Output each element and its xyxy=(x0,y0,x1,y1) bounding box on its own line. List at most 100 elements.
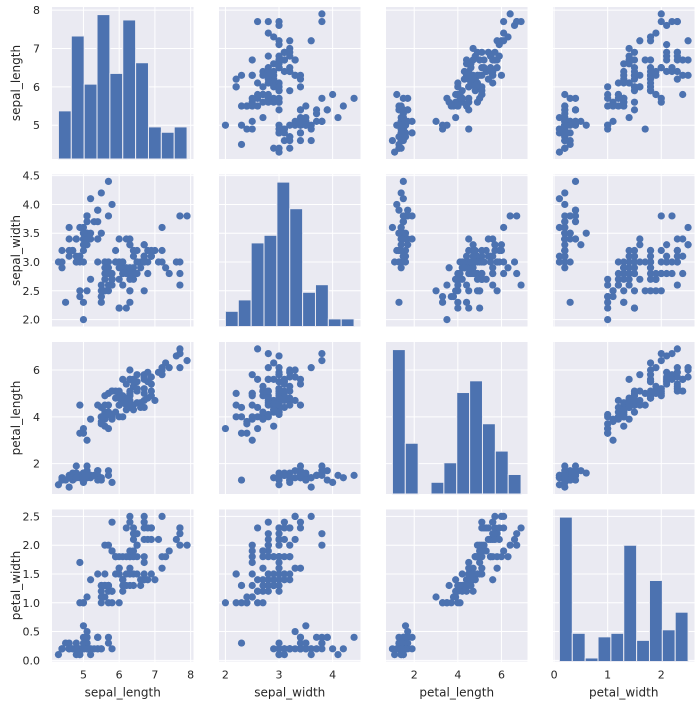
scatter-point xyxy=(97,476,105,484)
scatter-point xyxy=(307,650,315,659)
scatter-point xyxy=(408,235,416,243)
scatter-point xyxy=(571,94,580,102)
scatter-point xyxy=(679,252,687,260)
panel-sepal_width-vs-sepal_length xyxy=(52,174,194,327)
scatter-point xyxy=(275,576,283,584)
scatter-point xyxy=(679,387,687,395)
scatter-point xyxy=(489,281,497,289)
scatter-point xyxy=(83,218,91,226)
scatter-point xyxy=(158,223,166,232)
scatter-point xyxy=(58,258,66,266)
scatter-point xyxy=(646,359,655,367)
scatter-point xyxy=(663,252,671,260)
scatter-point xyxy=(447,599,455,607)
scatter-point xyxy=(663,56,671,64)
scatter-point xyxy=(657,385,665,393)
scatter-point xyxy=(397,129,405,137)
scatter-point xyxy=(657,357,665,365)
scatter-point xyxy=(97,287,105,295)
scatter-point xyxy=(561,90,569,99)
scatter-point xyxy=(79,474,88,482)
scatter-point xyxy=(663,241,671,249)
scatter-point xyxy=(280,48,288,56)
scatter-point xyxy=(401,622,410,630)
scatter-point xyxy=(620,258,628,266)
scatter-point xyxy=(454,281,462,289)
scatter-point xyxy=(673,368,681,376)
scatter-point xyxy=(83,212,91,220)
scatter-point xyxy=(673,56,681,64)
scatter-point xyxy=(471,246,479,255)
scatter-point xyxy=(286,382,294,390)
scatter-point xyxy=(630,83,639,91)
scatter-point xyxy=(275,364,283,372)
scatter-point xyxy=(456,269,464,278)
scatter-point xyxy=(609,117,617,125)
scatter-point xyxy=(280,136,288,145)
scatter-point xyxy=(630,264,639,272)
scatter-point xyxy=(571,177,580,186)
scatter-point xyxy=(561,212,569,220)
scatter-point xyxy=(122,524,130,532)
scatter-point xyxy=(609,102,617,110)
scatter-point xyxy=(614,275,622,283)
scatter-point xyxy=(104,258,113,266)
scatter-point xyxy=(657,17,665,26)
scatter-point xyxy=(604,298,612,306)
scatter-point xyxy=(318,530,326,538)
scatter-point xyxy=(126,298,134,306)
scatter-point xyxy=(443,315,451,324)
scatter-point xyxy=(478,258,486,266)
scatter-point xyxy=(296,518,305,526)
scatter-point xyxy=(555,474,564,482)
y-axis-label-sepal_width: sepal_width xyxy=(9,215,23,286)
scatter-point xyxy=(237,599,246,607)
scatter-point xyxy=(158,371,166,379)
scatter-point xyxy=(625,113,633,122)
scatter-point xyxy=(270,359,278,367)
scatter-point xyxy=(275,564,283,572)
scatter-point xyxy=(291,512,299,521)
scatter-point xyxy=(296,524,305,532)
scatter-point xyxy=(636,241,644,249)
scatter-point xyxy=(652,389,660,398)
scatter-point xyxy=(630,98,639,106)
scatter-point xyxy=(176,212,184,220)
scatter-point xyxy=(253,599,262,607)
scatter-point xyxy=(609,287,617,295)
scatter-point xyxy=(140,558,148,567)
scatter-point xyxy=(253,587,262,595)
scatter-point xyxy=(679,375,687,383)
scatter-point xyxy=(657,98,665,106)
scatter-point xyxy=(296,645,305,653)
scatter-point xyxy=(79,639,88,647)
scatter-point xyxy=(264,530,272,538)
scatter-point xyxy=(318,10,326,18)
histogram-bar xyxy=(314,284,329,328)
scatter-point xyxy=(129,535,138,544)
scatter-point xyxy=(65,252,73,260)
scatter-point xyxy=(408,212,416,220)
scatter-point xyxy=(620,287,628,295)
scatter-point xyxy=(432,593,440,601)
scatter-point xyxy=(555,113,564,122)
scatter-point xyxy=(452,113,460,122)
scatter-point xyxy=(72,258,80,266)
scatter-point xyxy=(264,547,272,555)
scatter-point xyxy=(500,512,508,521)
scatter-point xyxy=(620,422,628,430)
scatter-point xyxy=(397,645,405,653)
scatter-point xyxy=(140,258,148,266)
scatter-point xyxy=(513,269,521,278)
y-tick-label: 3.0 xyxy=(23,256,41,269)
y-tick-label: 5 xyxy=(33,119,40,132)
scatter-point xyxy=(165,547,173,555)
scatter-point xyxy=(126,570,134,578)
scatter-point xyxy=(275,129,283,137)
y-tick-label: 4 xyxy=(33,411,40,424)
scatter-point xyxy=(673,246,681,255)
scatter-point xyxy=(500,547,508,555)
scatter-point xyxy=(614,102,622,110)
scatter-point xyxy=(237,413,246,421)
scatter-point xyxy=(264,587,272,595)
